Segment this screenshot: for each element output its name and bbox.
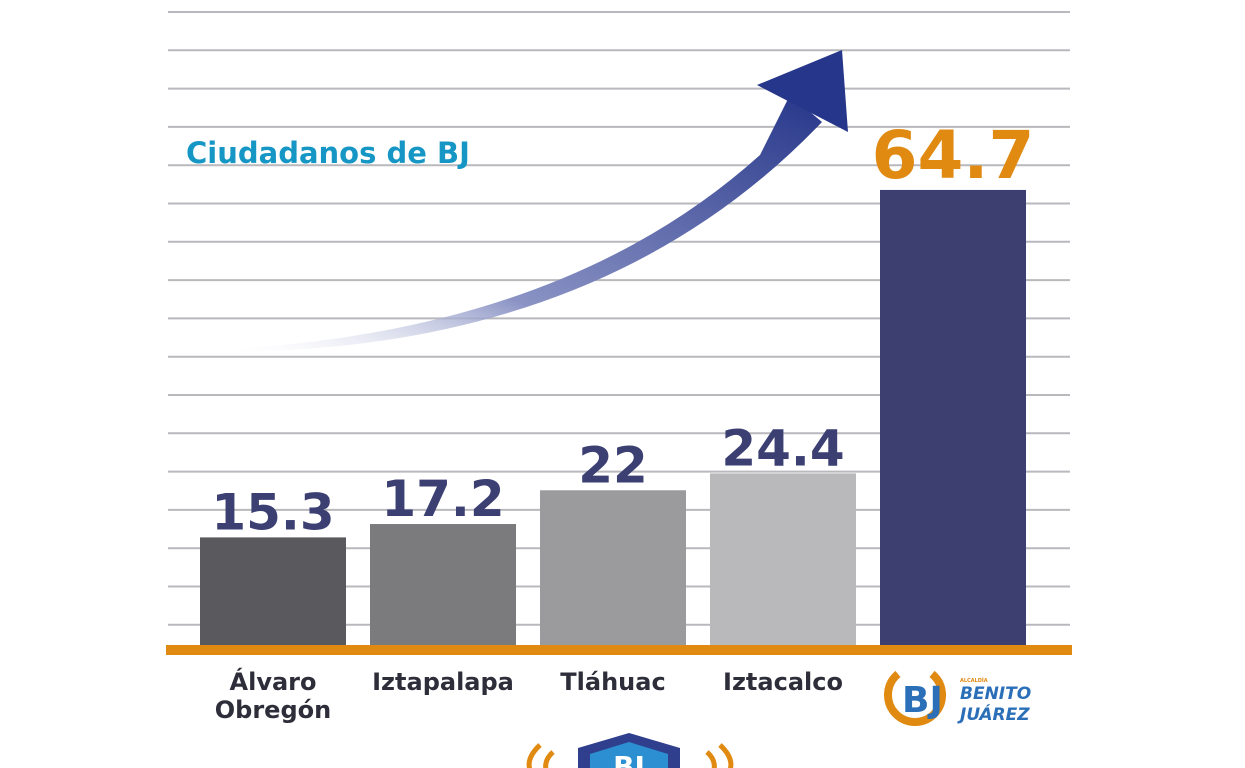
logo-mark: BJ xyxy=(902,680,943,721)
category-label-1: Obregón xyxy=(215,696,331,724)
trend-arrow-head xyxy=(757,50,848,132)
badge-text: BJ xyxy=(613,750,645,768)
bar-4 xyxy=(710,473,856,645)
bar-5 xyxy=(880,189,1026,645)
benito-juarez-logo: BJ ALCALDÍA BENITO JUÁREZ xyxy=(884,670,1031,726)
bar-2 xyxy=(370,524,516,645)
category-label-1: Álvaro xyxy=(230,667,317,696)
value-label-2: 17.2 xyxy=(381,470,504,528)
logo-line1: BENITO xyxy=(960,684,1031,704)
value-label-1: 15.3 xyxy=(211,483,334,541)
bars xyxy=(200,189,1026,645)
signal-left-icon xyxy=(526,743,542,768)
signal-right-icon-2 xyxy=(705,750,717,768)
baseline xyxy=(166,645,1072,655)
bar-3 xyxy=(540,490,686,645)
trend-arrow-shaft xyxy=(210,95,822,353)
value-label-5: 64.7 xyxy=(872,117,1035,194)
signal-left-icon-2 xyxy=(543,750,555,768)
value-labels: 15.3 17.2 22 24.4 64.7 xyxy=(211,117,1034,541)
value-label-3: 22 xyxy=(578,436,648,494)
category-label-3: Tláhuac xyxy=(560,668,665,696)
chart-title: Ciudadanos de BJ xyxy=(186,136,470,170)
logo-small-text: ALCALDÍA xyxy=(960,676,988,684)
logo-line2: JUÁREZ xyxy=(957,703,1030,725)
category-label-4: Iztacalco xyxy=(723,668,843,696)
bar-1 xyxy=(200,537,346,645)
category-label-2: Iztapalapa xyxy=(372,668,514,696)
value-label-4: 24.4 xyxy=(721,419,844,477)
bottom-badge: BJ xyxy=(526,733,734,768)
signal-right-icon xyxy=(718,743,734,768)
